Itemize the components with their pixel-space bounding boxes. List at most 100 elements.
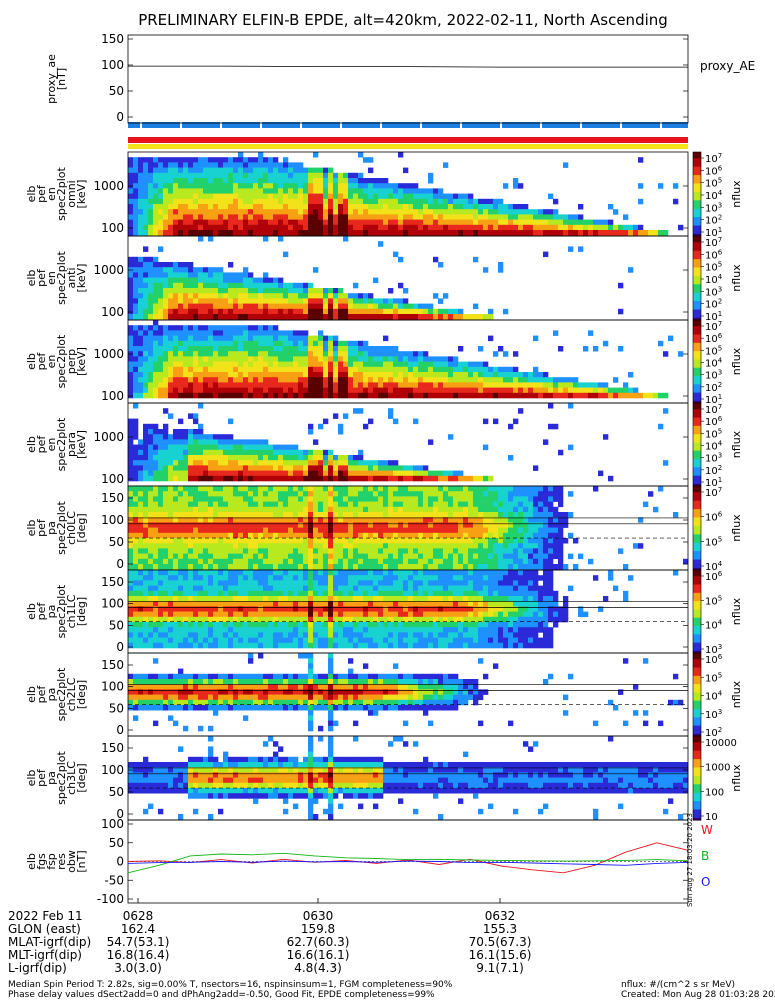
heatmap-cell xyxy=(293,372,299,378)
heatmap-cell xyxy=(403,486,409,492)
heatmap-cell xyxy=(528,538,534,544)
heatmap-cell xyxy=(428,538,434,544)
heatmap-cell xyxy=(568,230,574,236)
ylabel-line: en xyxy=(45,355,58,369)
heatmap-cell xyxy=(538,553,544,560)
heatmap-cell xyxy=(613,230,619,236)
heatmap-cell xyxy=(333,204,339,210)
heatmap-cell xyxy=(393,214,399,220)
heatmap-cell xyxy=(153,288,159,294)
heatmap-cell xyxy=(348,501,354,508)
heatmap-cell xyxy=(508,548,514,554)
heatmap-cell xyxy=(468,382,474,388)
heatmap-cell xyxy=(638,543,644,549)
heatmap-cell xyxy=(333,486,339,492)
colorbar-cell xyxy=(693,513,701,516)
heatmap-cell xyxy=(173,356,179,362)
heatmap-cell xyxy=(148,335,154,342)
heatmap-cell xyxy=(133,392,139,399)
heatmap-cell xyxy=(288,532,294,539)
heatmap-cell xyxy=(478,491,484,497)
colorbar-cell xyxy=(693,198,701,201)
heatmap-cell xyxy=(313,486,319,492)
heatmap-cell xyxy=(263,470,269,477)
heatmap-cell xyxy=(158,585,164,592)
heatmap-cell xyxy=(283,251,289,258)
heatmap-cell xyxy=(253,548,259,554)
heatmap-cell xyxy=(163,632,169,638)
heatmap-cell xyxy=(223,198,229,205)
heatmap-cell xyxy=(513,564,519,570)
heatmap-cell xyxy=(328,314,334,320)
heatmap-cell xyxy=(288,198,294,205)
heatmap-cell xyxy=(303,532,309,539)
heatmap-cell xyxy=(213,361,219,368)
heatmap-cell xyxy=(273,444,279,451)
colorbar-cell xyxy=(693,332,701,336)
heatmap-cell xyxy=(283,167,289,174)
heatmap-cell xyxy=(533,377,539,383)
heatmap-cell xyxy=(478,517,484,523)
heatmap-cell xyxy=(193,325,199,331)
heatmap-cell xyxy=(188,517,194,523)
heatmap-cell xyxy=(553,543,559,549)
heatmap-cell xyxy=(568,532,574,539)
heatmap-cell xyxy=(183,157,189,163)
heatmap-cell xyxy=(308,230,314,236)
heatmap-cell xyxy=(258,293,264,299)
heatmap-cell xyxy=(148,162,154,168)
heatmap-cell xyxy=(603,392,609,399)
heatmap-cell xyxy=(343,193,349,200)
heatmap-cell xyxy=(473,548,479,554)
heatmap-cell xyxy=(203,538,209,544)
heatmap-cell xyxy=(433,314,439,320)
bar-blue-gap xyxy=(220,122,222,128)
heatmap-cell xyxy=(128,590,134,597)
heatmap-cell xyxy=(408,366,414,373)
heatmap-cell xyxy=(558,219,564,226)
heatmap-cell xyxy=(453,558,459,565)
heatmap-cell xyxy=(158,172,164,179)
heatmap-cell xyxy=(583,382,589,388)
heatmap-cell xyxy=(268,157,274,163)
heatmap-cell xyxy=(128,418,134,425)
heatmap-cell xyxy=(458,522,464,528)
heatmap-cell xyxy=(338,558,344,565)
heatmap-cell xyxy=(323,532,329,539)
heatmap-cell xyxy=(173,522,179,528)
heatmap-cell xyxy=(193,377,199,383)
heatmap-cell xyxy=(238,282,244,289)
heatmap-cell xyxy=(233,335,239,342)
heatmap-cell xyxy=(338,356,344,362)
heatmap-cell xyxy=(338,522,344,528)
heatmap-cell xyxy=(128,219,134,226)
heatmap-cell xyxy=(173,214,179,220)
heatmap-cell xyxy=(228,340,234,347)
heatmap-cell xyxy=(373,558,379,565)
heatmap-cell xyxy=(133,501,139,508)
heatmap-cell xyxy=(493,532,499,539)
heatmap-cell xyxy=(373,382,379,388)
heatmap-cell xyxy=(153,219,159,226)
colorbar-cell xyxy=(693,559,701,563)
heatmap-cell xyxy=(398,298,404,304)
heatmap-cell xyxy=(253,366,259,373)
colorbar-cell xyxy=(693,244,701,248)
heatmap-cell xyxy=(153,564,159,570)
heatmap-cell xyxy=(518,491,524,497)
heatmap-cell xyxy=(313,543,319,549)
heatmap-cell xyxy=(178,527,184,534)
colorbar-tick-label: 104 xyxy=(705,357,723,370)
heatmap-cell xyxy=(343,351,349,357)
heatmap-cell xyxy=(493,543,499,549)
heatmap-cell xyxy=(508,387,514,394)
heatmap-cell xyxy=(203,387,209,394)
heatmap-cell xyxy=(463,209,469,215)
heatmap-cell xyxy=(208,298,214,304)
heatmap-cell xyxy=(318,553,324,560)
colorbar-tick-label: 103 xyxy=(705,201,722,214)
heatmap-cell xyxy=(328,356,334,362)
heatmap-cell xyxy=(248,351,254,357)
heatmap-cell xyxy=(333,517,339,523)
heatmap-cell xyxy=(278,183,284,189)
